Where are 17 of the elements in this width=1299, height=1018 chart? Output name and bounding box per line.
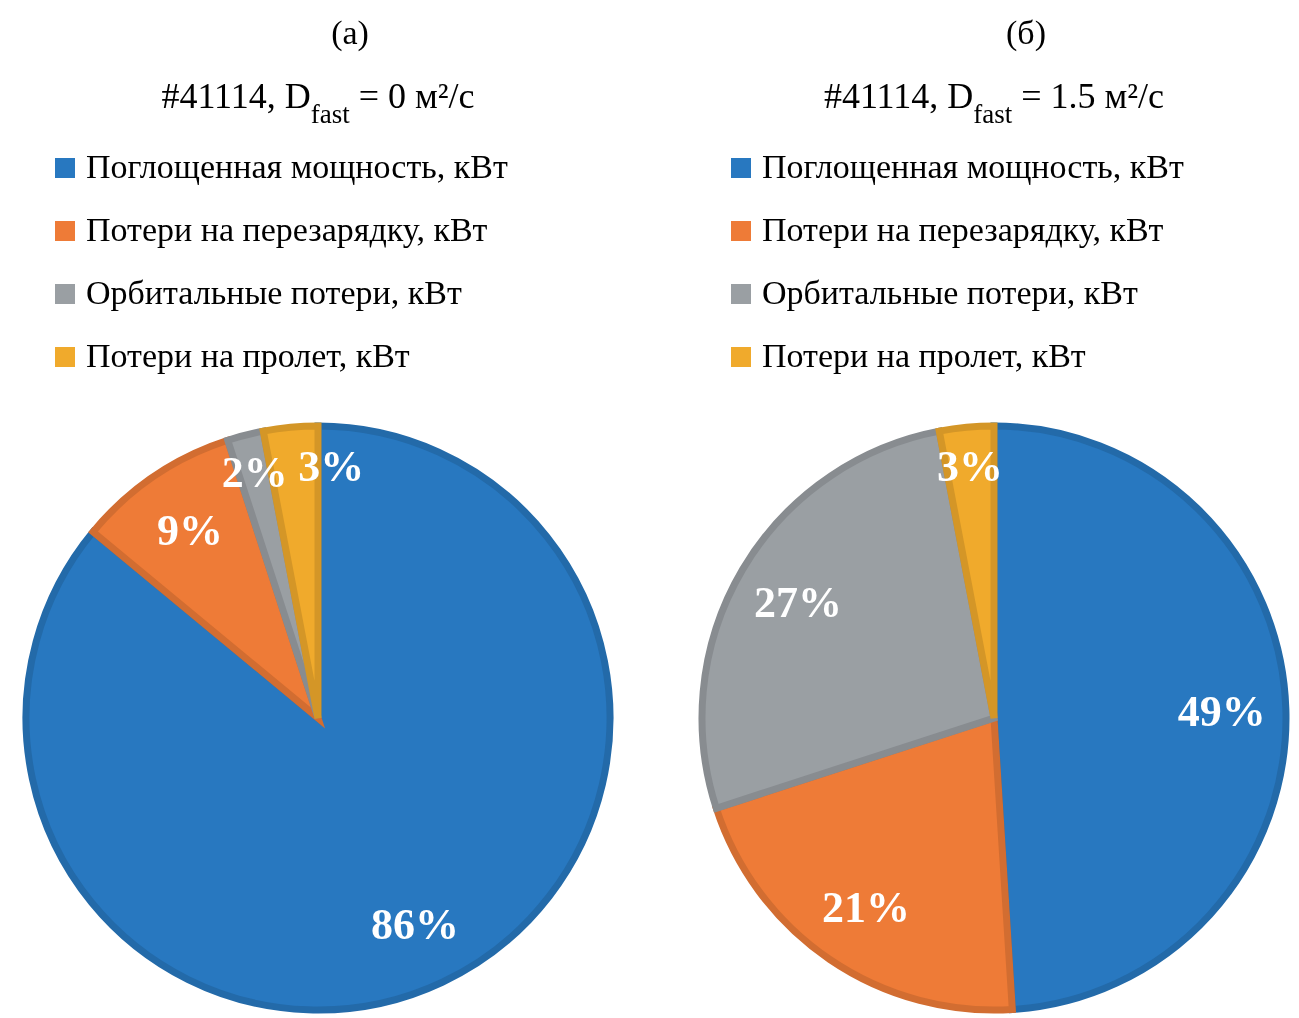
chart-subtitle: #41114, D$_{fast}$ = 0 м²/с [161, 76, 475, 129]
chart-title: (б) [1006, 14, 1046, 52]
legend-label: Орбитальные потери, кВт [86, 274, 462, 311]
chart-title: (а) [331, 14, 369, 52]
data-label: 21% [821, 882, 910, 932]
legend-label: Поглощенная мощность, кВт [86, 148, 509, 185]
legend-label: Потери на перезарядку, кВт [762, 211, 1164, 248]
data-label: 27% [753, 578, 842, 628]
legend-label: Поглощенная мощность, кВт [762, 148, 1185, 185]
data-label: 49% [1177, 687, 1266, 737]
data-label: 9% [156, 506, 223, 556]
legend-label: Потери на пролет, кВт [762, 337, 1086, 374]
chart-subtitle: #41114, D$_{fast}$ = 1.5 м²/с [823, 76, 1165, 129]
legend-label: Потери на пролет, кВт [86, 337, 410, 374]
legend-label: Орбитальные потери, кВт [762, 274, 1138, 311]
legend-label: Потери на перезарядку, кВт [86, 211, 488, 248]
data-label: 86% [370, 900, 459, 950]
